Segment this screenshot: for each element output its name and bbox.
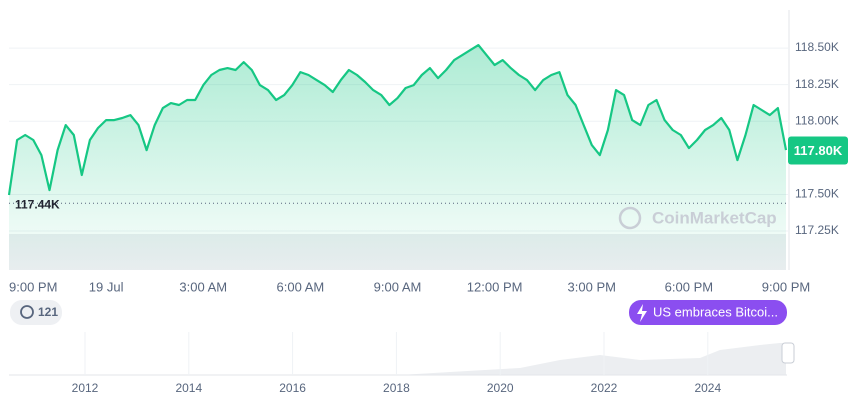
event-label: US embraces Bitcoi... xyxy=(653,304,778,319)
watermark-text: CoinMarketCap xyxy=(652,208,777,227)
navigator-label: 2014 xyxy=(175,381,202,395)
price-line xyxy=(7,44,788,196)
watermark: CoinMarketCap xyxy=(618,206,777,230)
navigator-label: 2024 xyxy=(694,381,721,395)
y-tick-label: 117.50K xyxy=(795,187,839,201)
event-button[interactable]: US embraces Bitcoi... xyxy=(629,300,787,325)
current-price-label: 117.80K xyxy=(794,143,843,158)
navigator-label: 2020 xyxy=(487,381,514,395)
y-tick-label: 118.00K xyxy=(795,113,839,127)
x-tick-label: 9:00 AM xyxy=(374,279,422,294)
y-tick-label: 117.25K xyxy=(795,223,839,237)
x-tick-label: 3:00 PM xyxy=(568,279,616,294)
navigator-label: 2012 xyxy=(72,381,99,395)
x-tick-label: 9:00 PM xyxy=(762,279,810,294)
x-tick-label: 9:00 PM xyxy=(9,279,57,294)
x-tick-label: 6:00 PM xyxy=(665,279,713,294)
x-tick-label: 3:00 AM xyxy=(179,279,227,294)
y-tick-label: 118.50K xyxy=(795,40,839,54)
current-price-box xyxy=(788,136,848,165)
navigator-label: 2018 xyxy=(383,381,410,395)
navigator-label: 2022 xyxy=(591,381,618,395)
area xyxy=(9,45,786,270)
navigator-label: 2016 xyxy=(279,381,306,395)
notes-button[interactable]: 121 xyxy=(10,300,62,325)
reference-label: 117.44K xyxy=(15,197,60,211)
x-tick-label: 19 Jul xyxy=(89,279,124,294)
y-tick-label: 118.25K xyxy=(795,77,839,91)
notes-count: 121 xyxy=(38,305,58,319)
x-tick-label: 6:00 AM xyxy=(277,279,325,294)
navigator xyxy=(9,332,795,376)
x-tick-label: 12:00 PM xyxy=(467,279,523,294)
